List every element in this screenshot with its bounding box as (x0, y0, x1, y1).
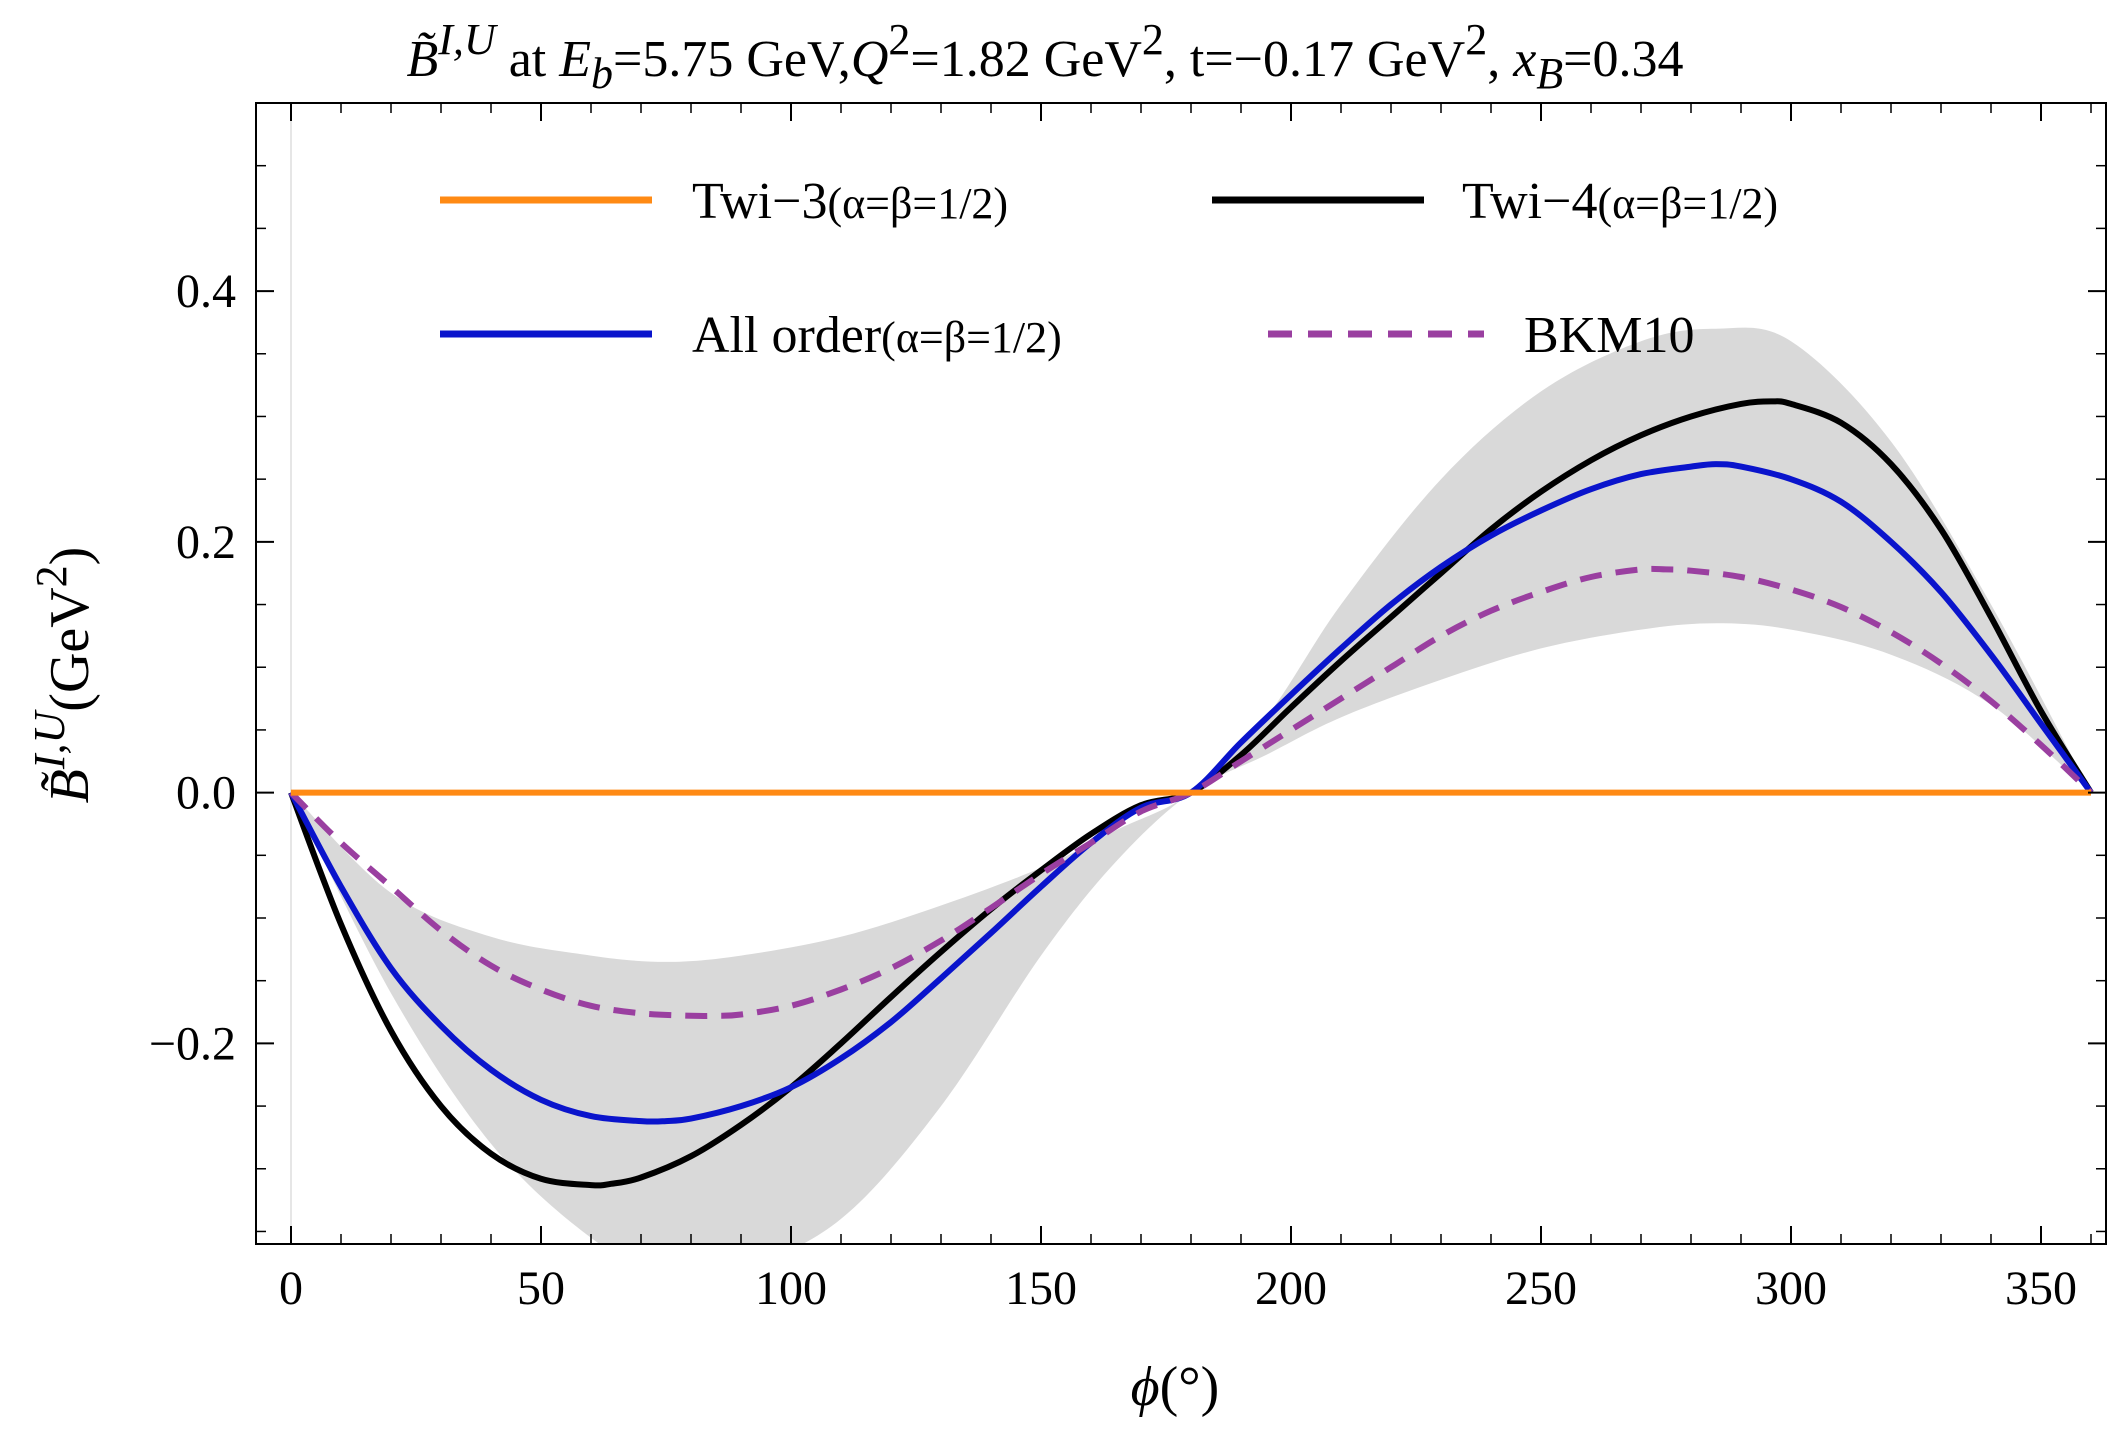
series-layer (288, 398, 2094, 1189)
legend-param-twi-4: (α=β=1/2) (1597, 179, 1778, 228)
x-tick-label: 100 (755, 1262, 827, 1315)
chart-title: B̃I,U at Eb=5.75 GeV,Q2=1.82 GeV2, t=−0.… (407, 15, 1684, 98)
legend-label-bkm10: BKM10 (1524, 307, 1694, 364)
x-axis-unit: (°) (1160, 1356, 1220, 1418)
x-tick-label: 250 (1505, 1262, 1577, 1315)
x-tick-label: 50 (517, 1262, 565, 1315)
x-axis-label: ϕ(°) (1131, 1356, 1220, 1418)
y-axis-label: B̃I,U(GeV2) (25, 547, 101, 804)
title-symbol: B̃ (407, 31, 439, 88)
legend-label-all-order: All order(α=β=1/2) (692, 307, 1062, 364)
title-symbol-sup: I,U (437, 15, 499, 64)
legend-main-bkm10: BKM10 (1524, 307, 1694, 364)
x-tick-label: 350 (2005, 1262, 2077, 1315)
legend-main-twi-4: Twi−4 (1462, 173, 1597, 230)
plot-frame (255, 102, 2107, 1245)
series-bkm10 (288, 565, 2094, 1020)
y-axis-unit-sup: 2 (27, 565, 76, 587)
title-xb-symbol: x (1512, 31, 1536, 88)
legend-label-twi-4: Twi−4(α=β=1/2) (1462, 173, 1778, 230)
title-xb-pre: , (1487, 31, 1513, 88)
y-axis-symbol: B̃ (39, 769, 101, 803)
title-eb-sub: b (591, 49, 613, 98)
x-tick-label: 200 (1255, 1262, 1327, 1315)
x-tick-label: 300 (1755, 1262, 1827, 1315)
title-t-value: , t=−0.17 GeV (1164, 31, 1465, 88)
legend: Twi−3(α=β=1/2) Twi−4(α=β=1/2)All order(α=… (440, 173, 1778, 364)
x-tick-label: 150 (1005, 1262, 1077, 1315)
legend-main-all-order: All order (692, 307, 881, 364)
y-tick-label: 0.2 (176, 516, 236, 569)
title-q-symbol: Q (851, 31, 889, 88)
band-layer (290, 103, 2091, 1244)
legend-label-twi-3: Twi−3(α=β=1/2) (692, 173, 1008, 230)
title-eb-value: =5.75 GeV, (613, 31, 851, 88)
title-q-value: =1.82 GeV (910, 31, 1142, 88)
title-eb-symbol: E (558, 31, 591, 88)
title-q-unit-sup: 2 (1142, 15, 1164, 64)
y-axis-unit-close: ) (39, 547, 101, 566)
title-xb-value: =0.34 (1563, 31, 1683, 88)
y-tick-label: −0.2 (149, 1017, 236, 1070)
y-tick-label: 0.4 (176, 265, 236, 318)
title-t-unit-sup: 2 (1465, 15, 1487, 64)
legend-param-all-order: (α=β=1/2) (881, 313, 1062, 362)
tick-layer: 0 50 100 150 200 250 300 350 −0.2 0.0 0.2 0.4 (149, 102, 2106, 1315)
y-tick-label: 0.0 (176, 767, 236, 820)
legend-param-twi-3: (α=β=1/2) (827, 179, 1008, 228)
y-axis-sup: I,U (25, 708, 74, 770)
uncertainty-band (291, 327, 2091, 1244)
title-xb-sub: B (1536, 49, 1563, 98)
y-axis-unit: (GeV (39, 587, 101, 711)
x-axis-symbol: ϕ (1131, 1356, 1160, 1418)
title-q-sup: 2 (888, 15, 910, 64)
title-at: at (496, 31, 560, 88)
legend-main-twi-3: Twi−3 (692, 173, 827, 230)
x-tick-label: 0 (279, 1262, 303, 1315)
